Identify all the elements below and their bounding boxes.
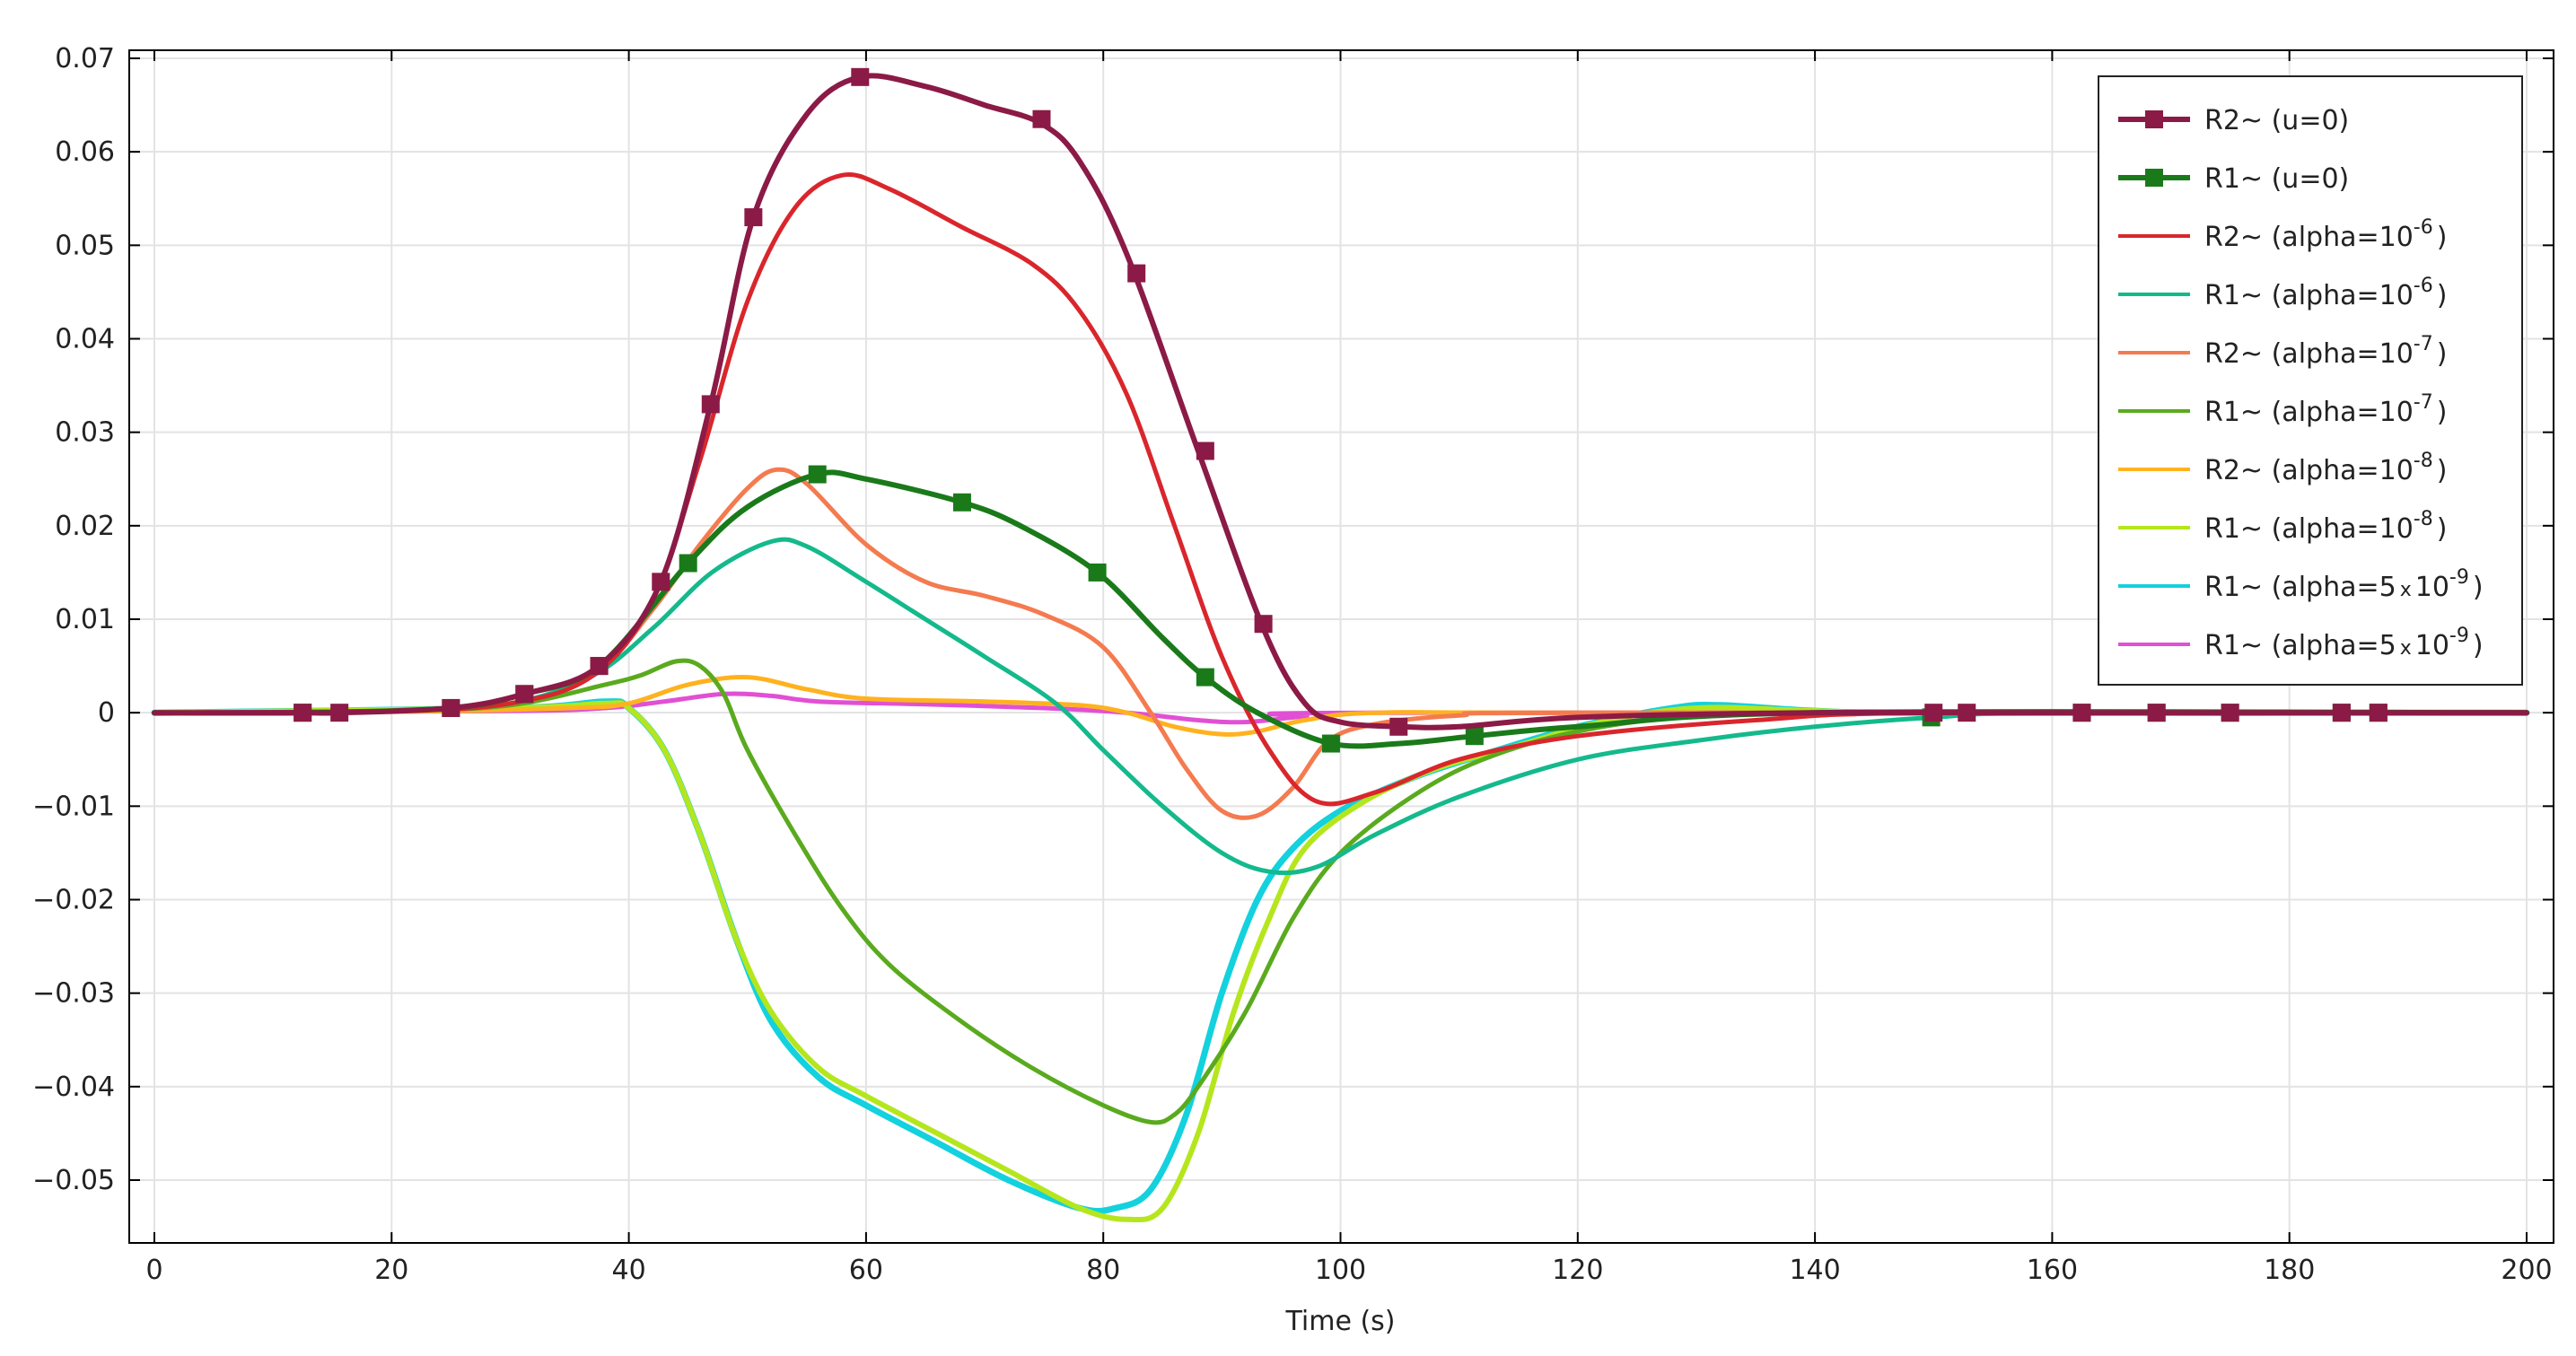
legend-entry: R2~ (alpha=10-6): [2118, 216, 2447, 253]
series-marker: [1127, 264, 1146, 283]
series-marker: [1196, 442, 1214, 460]
y-tick-label: 0.05: [55, 230, 115, 261]
y-tick-label: 0.04: [55, 324, 115, 355]
x-tick-label: 140: [1789, 1255, 1840, 1286]
x-tick-label: 80: [1086, 1255, 1120, 1286]
series-marker: [851, 67, 870, 86]
x-tick-label: 100: [1315, 1255, 1366, 1286]
legend-entry: R1~ (alpha=10-7): [2118, 391, 2447, 428]
x-tick-label: 60: [849, 1255, 883, 1286]
series-marker: [808, 465, 827, 484]
series-marker: [590, 657, 609, 676]
y-tick-label: −0.02: [32, 885, 115, 916]
legend-label: R1~ (alpha=10-7): [2204, 391, 2447, 428]
x-tick-label: 180: [2264, 1255, 2315, 1286]
legend-marker: [2145, 169, 2163, 187]
legend-entry: R1~ (alpha=5 x 10-9): [2118, 625, 2484, 661]
legend-label: R2~ (u=0): [2204, 105, 2349, 136]
legend-entry: R2~ (alpha=10-7): [2118, 333, 2447, 370]
series-marker: [1389, 717, 1408, 736]
legend: R2~ (u=0) R1~ (u=0) R2~ (alpha=10-6) R1~ (a…: [2098, 75, 2523, 686]
series-marker: [1088, 563, 1107, 582]
series-line: [152, 700, 2529, 1223]
legend-label: R1~ (u=0): [2204, 163, 2349, 195]
x-tick-label: 160: [2027, 1255, 2078, 1286]
series-3: [152, 537, 2529, 876]
legend-label: R1~ (alpha=10-8): [2204, 508, 2447, 545]
y-tick-label: 0.01: [55, 604, 115, 635]
x-tick-label: 40: [612, 1255, 646, 1286]
series-marker: [952, 493, 971, 512]
series-0: [152, 67, 2529, 736]
legend-marker: [2145, 110, 2163, 128]
series-layer: [151, 67, 2530, 1223]
legend-label: R2~ (alpha=10-7): [2204, 333, 2447, 370]
x-tick-label: 20: [374, 1255, 408, 1286]
series-marker: [1254, 615, 1273, 634]
legend-entry: R2~ (alpha=10-8): [2118, 450, 2447, 486]
series-marker: [701, 395, 720, 414]
x-tick-label: 200: [2501, 1255, 2552, 1286]
series-marker: [744, 208, 763, 227]
legend-label: R1~ (alpha=5 x 10-9): [2204, 566, 2484, 603]
series-line: [152, 73, 2529, 730]
axes: 0 20 40 60 80 100 120 140 160 180 200 0.07 0.06 0.05 0…: [32, 43, 2554, 1286]
legend-entry: R1~ (alpha=5 x 10-9): [2118, 566, 2484, 603]
y-tick-label: −0.04: [32, 1072, 115, 1103]
series-line: [152, 537, 2529, 876]
series-marker: [2221, 704, 2239, 722]
y-tick-label: 0.03: [55, 417, 115, 449]
series-marker: [679, 554, 697, 573]
series-marker: [2332, 704, 2351, 722]
y-tick-label: −0.03: [32, 978, 115, 1010]
series-marker: [330, 704, 349, 722]
series-marker: [2147, 704, 2166, 722]
legend-entry: R1~ (alpha=10-8): [2118, 508, 2447, 545]
series-marker: [515, 685, 534, 704]
legend-entry: R2~ (u=0): [2118, 105, 2349, 136]
series-marker: [1196, 668, 1214, 687]
series-marker: [1321, 734, 1340, 753]
y-tick-label: 0.02: [55, 511, 115, 542]
legend-label: R1~ (alpha=10-6): [2204, 275, 2447, 311]
y-tick-label: −0.01: [32, 791, 115, 822]
series-7: [152, 700, 2529, 1223]
series-marker: [294, 704, 312, 722]
legend-label: R2~ (alpha=10-6): [2204, 216, 2447, 253]
series-marker: [1465, 727, 1484, 746]
x-tick-label: 0: [145, 1255, 162, 1286]
x-tick-label: 120: [1552, 1255, 1603, 1286]
x-axis-label: Time (s): [1285, 1306, 1396, 1337]
series-marker: [442, 698, 460, 717]
legend-entry: R1~ (u=0): [2118, 163, 2349, 195]
y-tick-label: −0.05: [32, 1165, 115, 1196]
legend-label: R2~ (alpha=10-8): [2204, 450, 2447, 486]
y-tick-label: 0.07: [55, 43, 115, 74]
series-marker: [2072, 704, 2091, 722]
legend-label: R1~ (alpha=5 x 10-9): [2204, 625, 2484, 661]
series-marker: [652, 573, 670, 591]
series-marker: [2369, 704, 2388, 722]
series-marker: [1032, 109, 1051, 128]
series-marker: [1924, 704, 1943, 722]
y-tick-label: 0: [98, 697, 115, 729]
legend-entry: R1~ (alpha=10-6): [2118, 275, 2447, 311]
series-marker: [1958, 704, 1976, 722]
y-tick-label: 0.06: [55, 136, 115, 168]
